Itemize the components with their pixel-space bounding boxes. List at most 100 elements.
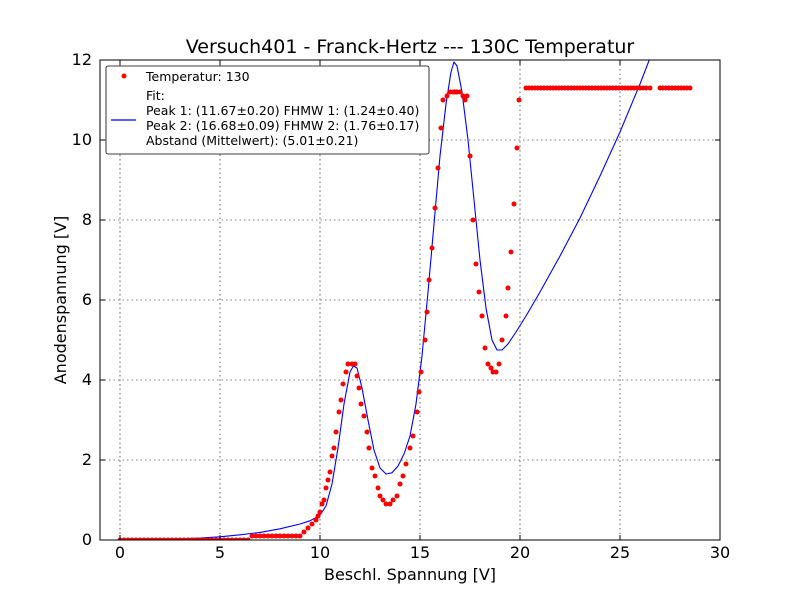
- data-point: [317, 509, 323, 515]
- y-tick-label: 2: [82, 450, 92, 469]
- data-point: [273, 533, 279, 539]
- data-point: [438, 125, 444, 131]
- data-point: [189, 537, 195, 540]
- y-tick-label: 0: [82, 530, 92, 549]
- data-point: [508, 249, 514, 255]
- data-point: [503, 313, 509, 319]
- plot-series: [117, 60, 693, 540]
- data-point: [325, 477, 331, 483]
- data-point: [169, 537, 175, 540]
- x-axis-label: Beschl. Spannung [V]: [324, 565, 496, 584]
- data-point: [426, 277, 432, 283]
- y-tick-label: 4: [82, 370, 92, 389]
- axis-ticks: 0 5 10 15 20 25 30 0 2 4 6 8 10 12: [72, 50, 731, 562]
- legend-fit-line-1: Fit:: [146, 88, 165, 103]
- data-point: [473, 261, 479, 267]
- data-point: [329, 453, 335, 459]
- data-point: [364, 429, 370, 435]
- data-point: [460, 93, 466, 99]
- data-point: [229, 537, 235, 540]
- data-point: [309, 521, 315, 527]
- data-point: [338, 397, 344, 403]
- data-point: [201, 537, 207, 540]
- data-point: [488, 365, 494, 371]
- data-point: [333, 429, 339, 435]
- data-point: [422, 337, 428, 343]
- data-point: [356, 385, 362, 391]
- data-point: [496, 361, 502, 367]
- data-point: [277, 533, 283, 539]
- x-tick-label: 5: [215, 543, 225, 562]
- data-point: [153, 537, 159, 540]
- data-point: [418, 369, 424, 375]
- data-point: [462, 97, 468, 103]
- data-point: [380, 497, 386, 503]
- data-point: [193, 537, 199, 540]
- data-point: [643, 85, 649, 91]
- data-point: [221, 537, 227, 540]
- data-point: [457, 89, 463, 95]
- data-point: [209, 537, 215, 540]
- data-point: [387, 501, 393, 507]
- data-point: [499, 337, 505, 343]
- data-point: [249, 533, 255, 539]
- data-point: [429, 245, 435, 251]
- data-point: [213, 537, 219, 540]
- data-point: [245, 537, 251, 540]
- data-point: [265, 533, 271, 539]
- data-point: [372, 473, 378, 479]
- data-point: [394, 493, 400, 499]
- data-point: [400, 473, 406, 479]
- data-point: [205, 537, 211, 540]
- data-point: [313, 517, 319, 523]
- x-tick-label: 0: [115, 543, 125, 562]
- data-point: [161, 537, 167, 540]
- data-point: [149, 537, 155, 540]
- data-point: [285, 533, 291, 539]
- data-point: [397, 481, 403, 487]
- chart-title: Versuch401 - Franck-Hertz --- 130C Tempe…: [186, 36, 635, 58]
- data-point: [165, 537, 171, 540]
- legend: Temperatur: 130 Fit: Peak 1: (11.67±0.20…: [105, 65, 430, 155]
- x-tick-label: 15: [410, 543, 430, 562]
- data-point: [416, 389, 422, 395]
- data-point: [133, 537, 139, 540]
- data-point: [352, 361, 358, 367]
- data-point: [301, 529, 307, 535]
- data-point: [424, 309, 430, 315]
- data-point: [261, 533, 267, 539]
- data-point: [319, 501, 325, 507]
- data-point: [129, 537, 135, 540]
- data-point: [125, 537, 131, 540]
- x-tick-label: 10: [310, 543, 330, 562]
- data-point: [414, 409, 420, 415]
- data-point: [479, 313, 485, 319]
- data-point: [440, 97, 446, 103]
- data-point: [361, 413, 367, 419]
- data-point: [157, 537, 163, 540]
- data-point: [354, 373, 360, 379]
- data-point: [485, 361, 491, 367]
- data-point: [145, 537, 151, 540]
- data-point: [369, 465, 375, 471]
- data-point: [470, 217, 476, 223]
- data-point: [253, 533, 259, 539]
- legend-fit-line-2: Peak 1: (11.67±0.20) FHMW 1: (1.24±0.40): [146, 103, 419, 118]
- data-point: [647, 85, 653, 91]
- data-point: [331, 445, 337, 451]
- data-point: [476, 289, 482, 295]
- data-point: [345, 361, 351, 367]
- data-point: [432, 205, 438, 211]
- data-point: [366, 445, 372, 451]
- data-point: [444, 93, 450, 99]
- data-point: [407, 445, 413, 451]
- data-point: [297, 533, 303, 539]
- data-point: [482, 345, 488, 351]
- data-point: [377, 493, 383, 499]
- data-point: [269, 533, 275, 539]
- data-point: [390, 497, 396, 503]
- data-point: [293, 533, 299, 539]
- data-point: [383, 501, 389, 507]
- y-tick-label: 10: [72, 130, 92, 149]
- x-tick-label: 25: [610, 543, 630, 562]
